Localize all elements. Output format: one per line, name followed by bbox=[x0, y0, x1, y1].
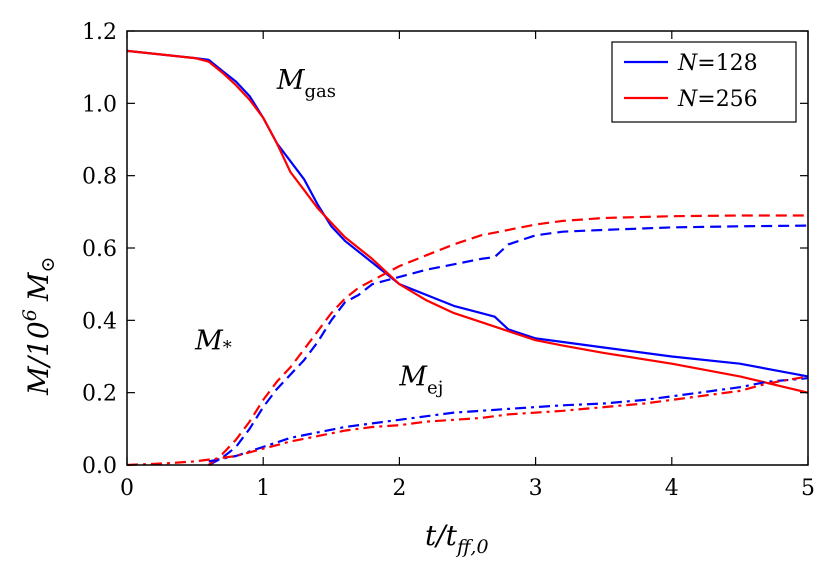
series-line-5 bbox=[126, 375, 809, 467]
series-layer bbox=[126, 49, 809, 467]
series-line-2 bbox=[208, 224, 809, 466]
series-line-3 bbox=[208, 214, 808, 466]
y-tick-label: 0.8 bbox=[82, 165, 117, 190]
legend-label-n256: N=256 bbox=[677, 87, 758, 112]
x-tick-label: 4 bbox=[665, 476, 679, 501]
axis-ticks: 0 1 2 3 4 5 0.0 0.2 0.4 0.6 0.8 1.0 1.2 bbox=[82, 20, 815, 501]
x-tick-label: 2 bbox=[392, 476, 406, 501]
x-tick-label: 3 bbox=[529, 476, 543, 501]
legend-label-n128: N=128 bbox=[677, 51, 758, 76]
x-tick-label: 1 bbox=[256, 476, 270, 501]
series-line-4 bbox=[208, 377, 809, 463]
legend-box bbox=[611, 41, 797, 123]
x-tick-label: 5 bbox=[801, 476, 815, 501]
annotation-gas: Mgas bbox=[276, 65, 336, 102]
annotations: Mgas M* Mej bbox=[194, 65, 443, 399]
y-tick-label: 0.0 bbox=[82, 454, 117, 479]
y-tick-label: 1.2 bbox=[82, 20, 117, 45]
series-line-0 bbox=[126, 49, 809, 378]
legend: N=128 N=256 bbox=[611, 41, 797, 123]
y-tick-label: 0.6 bbox=[82, 237, 117, 262]
y-tick-label: 0.2 bbox=[82, 382, 117, 407]
y-axis-label: M/106M⊙ bbox=[19, 257, 59, 396]
annotation-ej: Mej bbox=[398, 361, 443, 398]
y-tick-label: 0.4 bbox=[82, 309, 117, 334]
y-tick-label: 1.0 bbox=[82, 92, 117, 117]
x-axis-label: t/tff,0 bbox=[425, 519, 489, 558]
annotation-*: M* bbox=[194, 325, 232, 358]
series-line-1 bbox=[126, 49, 809, 394]
x-tick-label: 0 bbox=[120, 476, 134, 501]
